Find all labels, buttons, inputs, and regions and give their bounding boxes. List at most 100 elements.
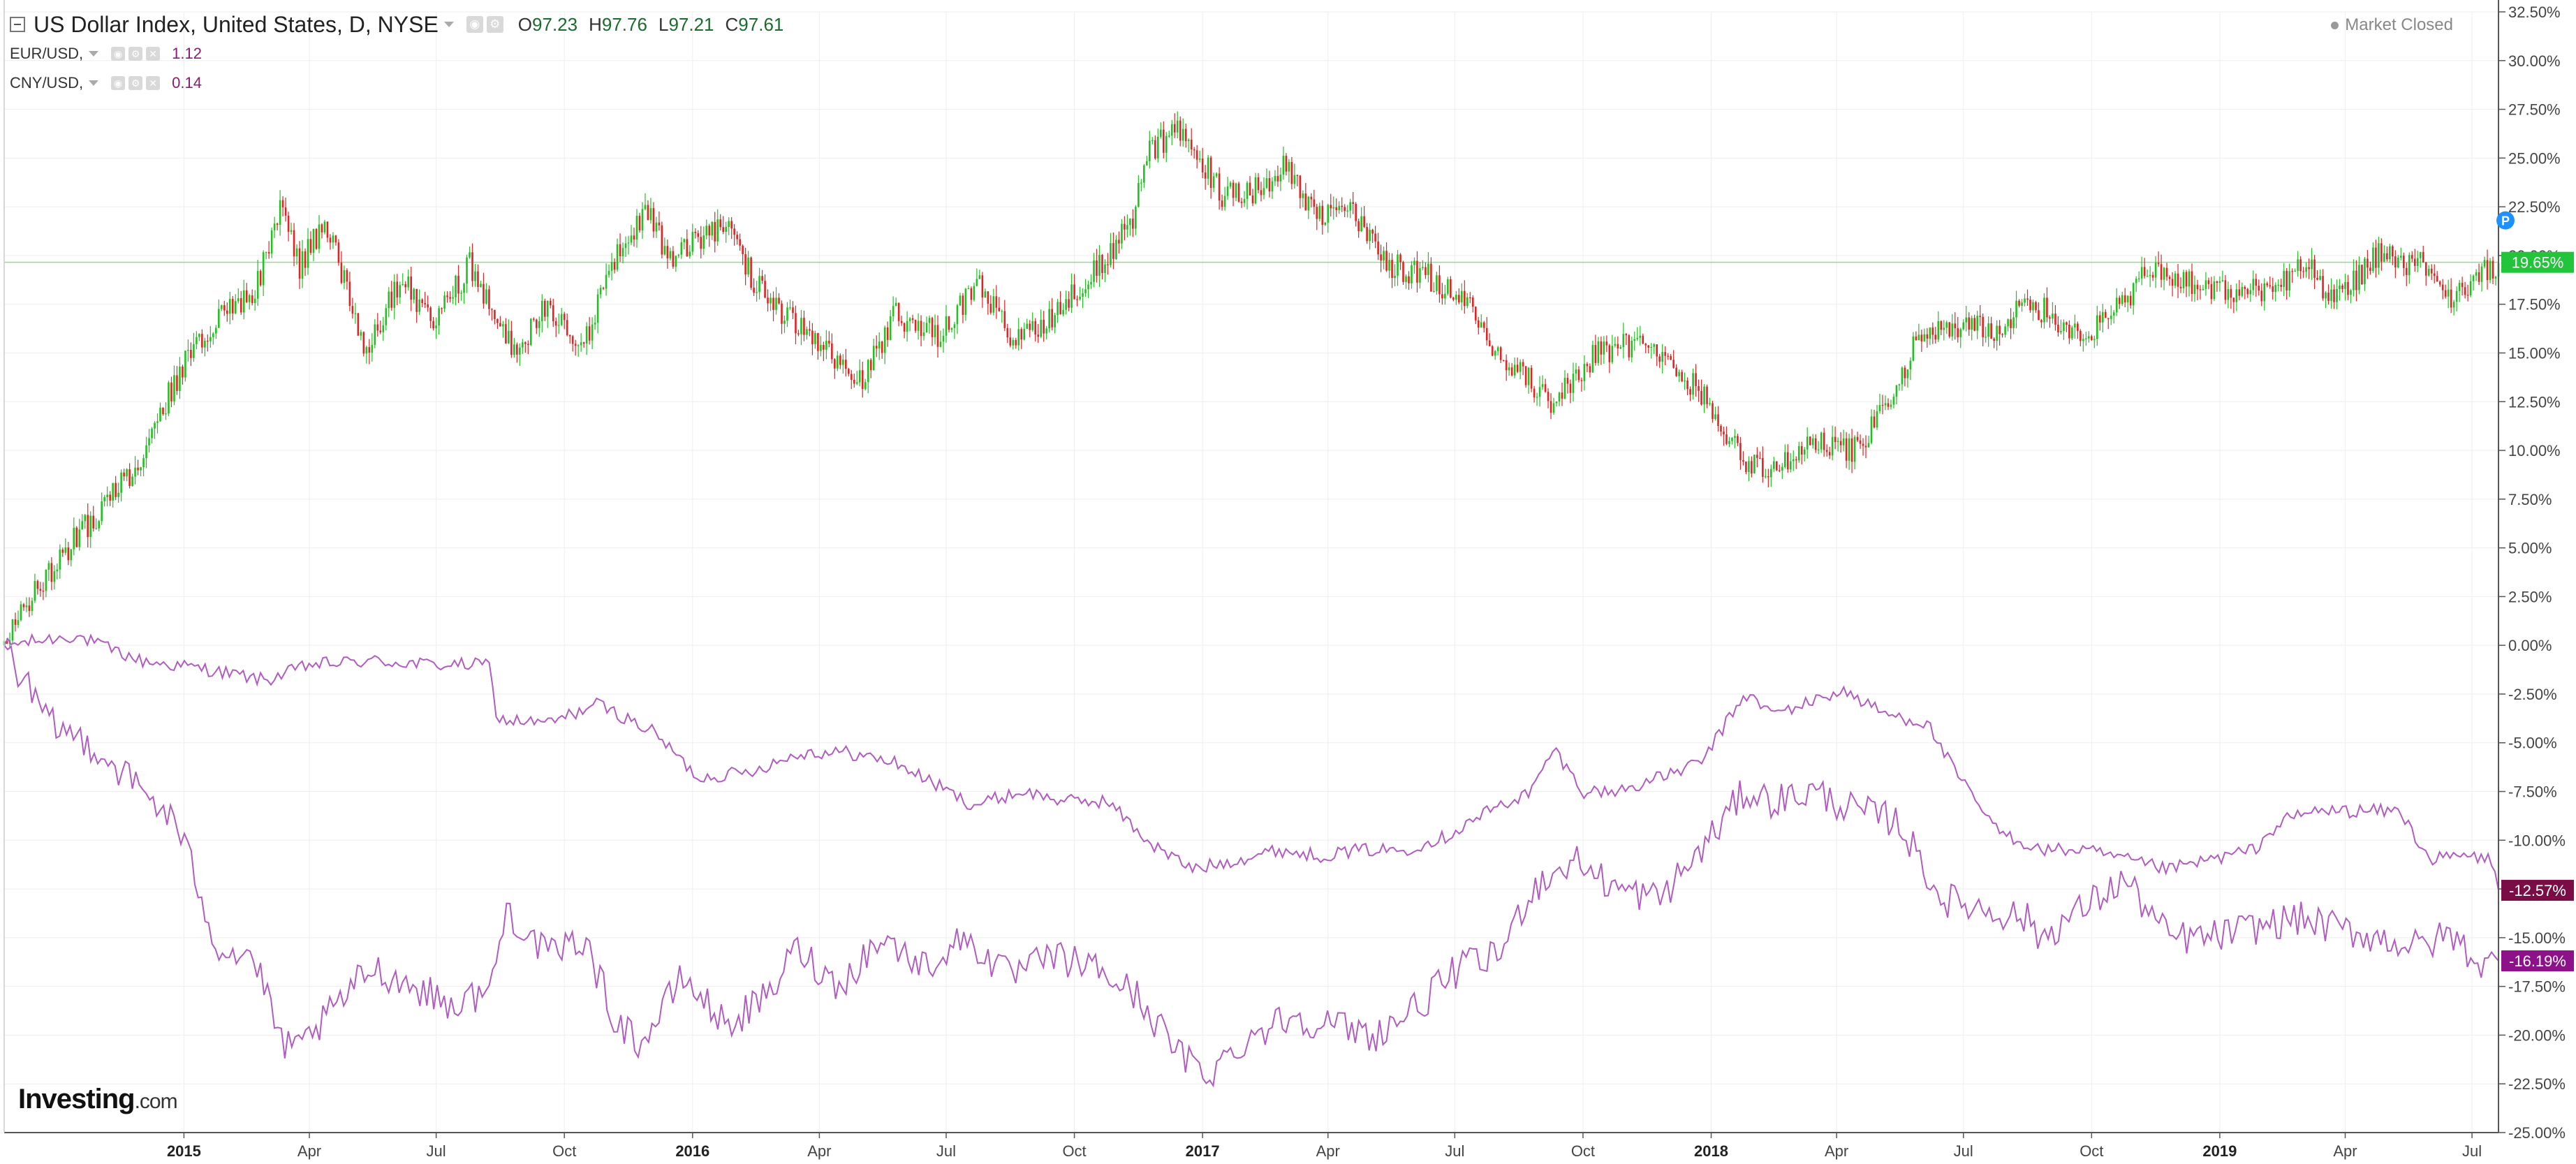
candle-body <box>267 251 270 254</box>
candle-body <box>925 323 928 333</box>
minus-square-icon[interactable] <box>10 17 25 32</box>
gear-icon[interactable]: ⚙ <box>128 47 143 61</box>
candle-body <box>1522 362 1524 367</box>
candle-body <box>1510 367 1513 376</box>
candle-body <box>1388 260 1390 271</box>
candle-body <box>1667 355 1669 357</box>
candle-body <box>1246 182 1249 199</box>
candle-body <box>635 216 638 240</box>
candle-body <box>2080 330 2082 341</box>
candlestick-series <box>3 111 2500 649</box>
eye-icon[interactable]: ◉ <box>111 76 126 90</box>
candle-body <box>2132 283 2135 306</box>
chevron-down-icon[interactable] <box>89 80 99 86</box>
status-dot-icon <box>2331 21 2339 29</box>
candle-body <box>193 344 195 358</box>
candle-body <box>1786 452 1789 470</box>
candle-body <box>2191 271 2193 294</box>
close-icon[interactable]: ✕ <box>146 76 161 90</box>
candle-body <box>455 275 457 297</box>
candle-body <box>1187 140 1190 142</box>
cnyusd-title[interactable]: CNY/USD, <box>10 74 84 91</box>
candle-body <box>2394 256 2397 267</box>
candle-body <box>2060 331 2062 333</box>
cnyusd-legend: CNY/USD, ◉ ⚙ ✕ 0.14 <box>10 68 783 98</box>
candle-body <box>1488 340 1491 346</box>
chevron-down-icon[interactable] <box>443 22 454 27</box>
candle-body <box>382 325 385 332</box>
candle-body <box>1912 336 1915 361</box>
candle-body <box>2400 256 2402 258</box>
main-series-title[interactable]: US Dollar Index, United States, D, NYSE <box>34 11 439 37</box>
candle-body <box>2244 286 2246 289</box>
candle-body <box>2202 288 2205 290</box>
candle-body <box>1642 335 1644 344</box>
candle-body <box>1282 156 1285 175</box>
candle-body <box>719 219 722 228</box>
candle-body <box>694 232 697 233</box>
candle-body <box>1934 334 1937 340</box>
candle-body <box>11 619 14 641</box>
candle-body <box>1820 432 1823 450</box>
candle-body <box>2441 284 2444 290</box>
candle-body <box>2397 258 2399 267</box>
candle-body <box>1502 360 1505 361</box>
gear-icon[interactable]: ⚙ <box>486 16 503 33</box>
close-icon[interactable]: ✕ <box>146 47 161 61</box>
gear-icon[interactable]: ⚙ <box>128 76 143 90</box>
eye-icon[interactable]: ◉ <box>466 16 483 33</box>
candle-body <box>758 276 760 293</box>
candle-body <box>543 300 546 317</box>
candle-body <box>2347 281 2349 295</box>
candle-body <box>1182 128 1184 141</box>
candle-body <box>747 257 749 275</box>
eye-icon[interactable]: ◉ <box>111 47 126 61</box>
candle-body <box>1274 176 1276 182</box>
candle-body <box>772 297 774 310</box>
candle-body <box>1093 260 1095 282</box>
candle-body <box>1814 438 1817 450</box>
candle-body <box>2341 285 2343 289</box>
candle-body <box>2489 260 2492 281</box>
candle-body <box>480 283 482 288</box>
candle-body <box>2361 265 2363 285</box>
candle-body <box>2205 280 2207 289</box>
candle-body <box>1037 334 1039 337</box>
candle-body <box>67 547 70 561</box>
brand-logo: Investing.com <box>18 1084 178 1115</box>
candle-body <box>1065 299 1067 310</box>
chart-legend: US Dollar Index, United States, D, NYSE … <box>10 10 783 98</box>
candle-body <box>2163 267 2165 280</box>
candle-body <box>1806 436 1809 450</box>
candle-body <box>1870 416 1873 443</box>
candle-body <box>2112 312 2115 316</box>
candle-body <box>2305 267 2307 272</box>
candle-body <box>385 308 388 325</box>
candle-body <box>1062 309 1064 315</box>
candle-body <box>1999 325 2001 334</box>
candle-body <box>1482 322 1485 328</box>
eurusd-title[interactable]: EUR/USD, <box>10 45 84 62</box>
candle-body <box>2151 274 2154 278</box>
candle-body <box>1971 318 1973 330</box>
candle-body <box>329 237 332 243</box>
candle-body <box>1302 193 1304 198</box>
candle-body <box>1617 344 1619 349</box>
candle-body <box>1073 284 1075 300</box>
candle-body <box>415 288 418 312</box>
candle-body <box>1867 443 1870 448</box>
candle-body <box>742 245 744 255</box>
candle-body <box>2263 283 2266 302</box>
candle-body <box>1828 452 1831 456</box>
x-tick-label: 2018 <box>1694 1142 1728 1160</box>
candle-body <box>315 228 318 249</box>
candle-body <box>1979 316 1981 317</box>
candle-body <box>151 428 153 439</box>
chevron-down-icon[interactable] <box>89 51 99 57</box>
candle-body <box>1048 309 1050 329</box>
candle-body <box>1692 373 1694 395</box>
eurusd-value: 1.12 <box>172 45 202 62</box>
candle-body <box>1480 322 1482 328</box>
